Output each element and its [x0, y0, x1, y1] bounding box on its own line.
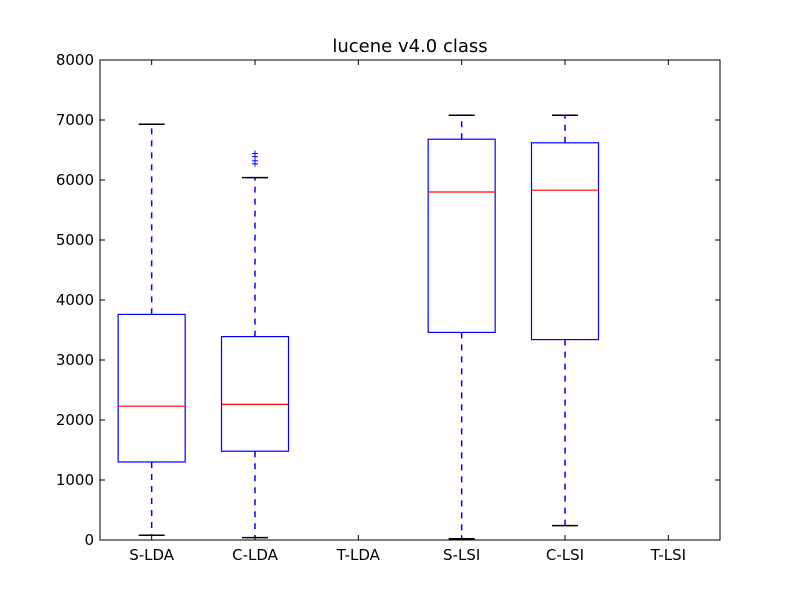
box-c-lsi — [530, 114, 600, 527]
y-tick-label: 5000 — [56, 231, 94, 249]
plot-frame — [99, 59, 721, 541]
y-tick-label: 0 — [84, 531, 94, 549]
iqr-box — [427, 138, 496, 333]
y-axis: 0 1000 2000 3000 4000 5000 6000 7000 8000 — [56, 51, 720, 549]
x-tick-label: T-LDA — [336, 546, 381, 564]
x-tick-label: S-LDA — [129, 546, 175, 564]
y-tick-label: 4000 — [56, 291, 94, 309]
y-tick-label: 6000 — [56, 171, 94, 189]
y-tick-label: 7000 — [56, 111, 94, 129]
y-tick-label: 2000 — [56, 411, 94, 429]
x-tick-label: C-LDA — [232, 546, 279, 564]
chart-title: lucene v4.0 class — [332, 36, 487, 57]
box-s-lsi — [427, 114, 496, 540]
x-tick-label: C-LSI — [546, 546, 584, 564]
box-c-lda — [220, 150, 290, 539]
iqr-box — [220, 336, 290, 452]
y-tick-label: 8000 — [56, 51, 94, 69]
x-axis: S-LDA C-LDA T-LDA S-LSI C-LSI T-LSI — [129, 60, 686, 564]
x-tick-label: S-LSI — [443, 546, 480, 564]
iqr-box — [530, 142, 600, 341]
iqr-box — [117, 313, 186, 463]
y-tick-label: 1000 — [56, 471, 94, 489]
x-tick-label: T-LSI — [650, 546, 687, 564]
box-s-lda — [117, 123, 186, 536]
y-tick-label: 3000 — [56, 351, 94, 369]
plot-marks — [117, 114, 600, 540]
